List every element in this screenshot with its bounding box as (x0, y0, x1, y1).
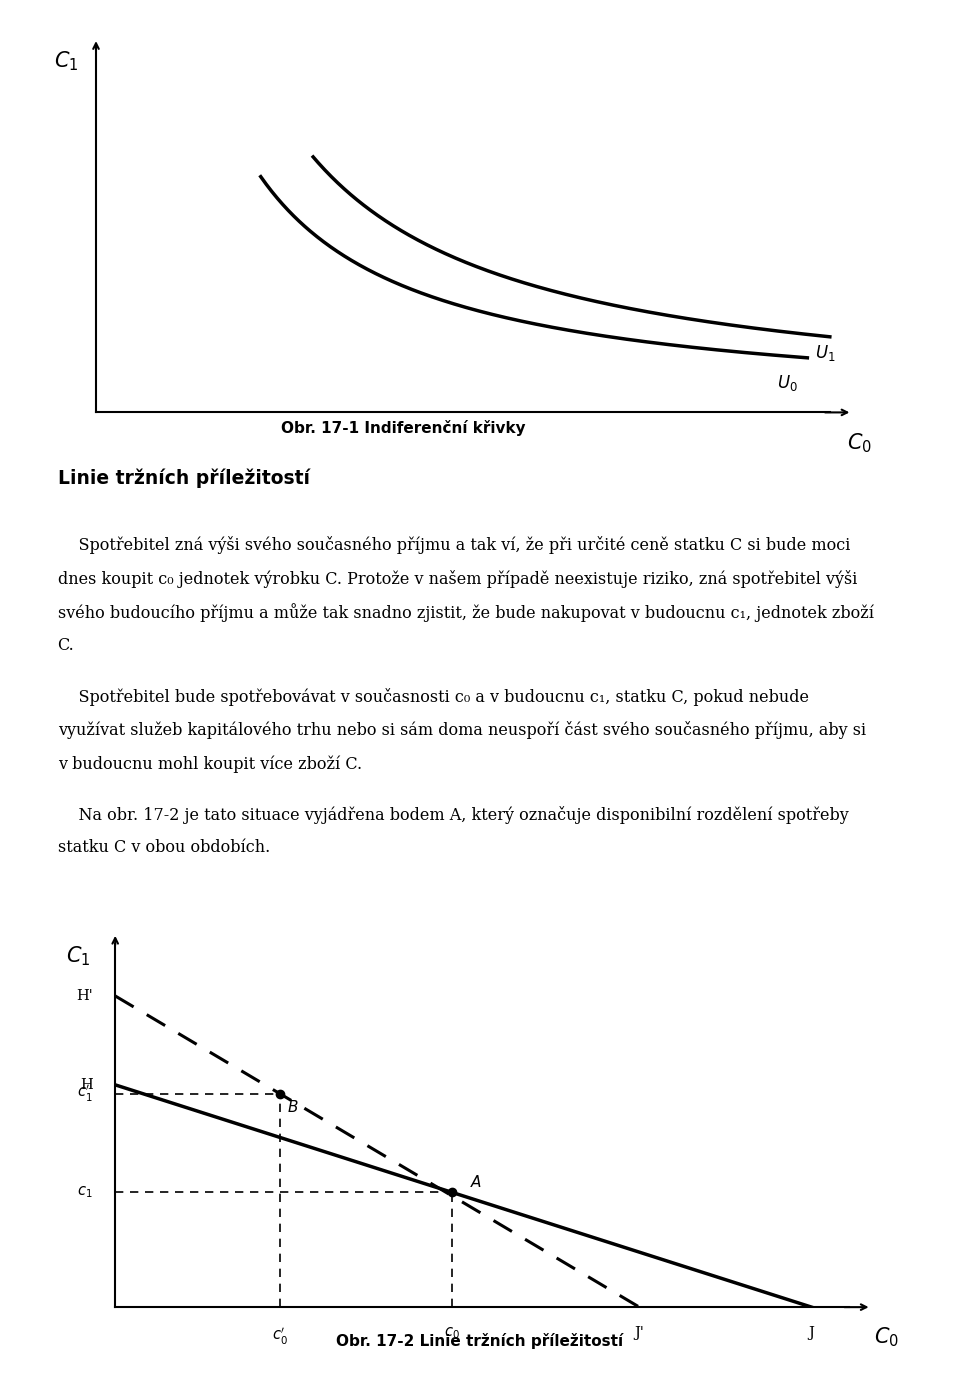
Text: B: B (287, 1100, 298, 1116)
Text: $c_1$: $c_1$ (77, 1184, 93, 1201)
Text: $c_1'$: $c_1'$ (77, 1083, 93, 1104)
Text: svého budoucího příjmu a může tak snadno zjistit, že bude nakupovat v budoucnu c: svého budoucího příjmu a může tak snadno… (58, 604, 874, 622)
Text: Na obr. 17-2 je tato situace vyjádřena bodem A, který označuje disponibilní rozd: Na obr. 17-2 je tato situace vyjádřena b… (58, 805, 849, 823)
Text: $C_1$: $C_1$ (65, 944, 90, 967)
Text: Obr. 17-2 Linie tržních příležitostí: Obr. 17-2 Linie tržních příležitostí (336, 1334, 624, 1349)
Text: $U_1$: $U_1$ (815, 343, 835, 363)
Text: H: H (80, 1078, 93, 1092)
Text: J': J' (635, 1325, 644, 1339)
Text: $c_0'$: $c_0'$ (272, 1325, 288, 1346)
Text: v budoucnu mohl koupit více zboží C.: v budoucnu mohl koupit více zboží C. (58, 755, 362, 773)
Text: využívat služeb kapitálového trhu nebo si sám doma neuspoří část svého současnéh: využívat služeb kapitálového trhu nebo s… (58, 721, 866, 740)
Text: A: A (470, 1174, 481, 1190)
Text: $c_0$: $c_0$ (444, 1325, 460, 1341)
Text: Spotřebitel zná výši svého současného příjmu a tak ví, že při určité ceně statku: Spotřebitel zná výši svého současného př… (58, 535, 850, 554)
Text: H': H' (76, 988, 93, 1002)
Text: $U_0$: $U_0$ (778, 373, 798, 393)
Text: dnes koupit c₀ jednotek výrobku C. Protože v našem případě neexistuje riziko, zn: dnes koupit c₀ jednotek výrobku C. Proto… (58, 569, 857, 587)
Text: Obr. 17-1 Indiferenční křivky: Obr. 17-1 Indiferenční křivky (281, 419, 525, 436)
Text: $C_0$: $C_0$ (874, 1325, 899, 1349)
Text: $C_0$: $C_0$ (848, 431, 873, 454)
Text: C.: C. (58, 637, 74, 654)
Text: J: J (808, 1325, 814, 1339)
Text: $C_1$: $C_1$ (54, 49, 79, 73)
Text: statku C v obou obdobích.: statku C v obou obdobích. (58, 839, 270, 857)
Text: Linie tržních příležitostí: Linie tržních příležitostí (58, 468, 309, 488)
Text: Spotřebitel bude spotřebovávat v současnosti c₀ a v budoucnu c₁, statku C, pokud: Spotřebitel bude spotřebovávat v současn… (58, 688, 808, 706)
